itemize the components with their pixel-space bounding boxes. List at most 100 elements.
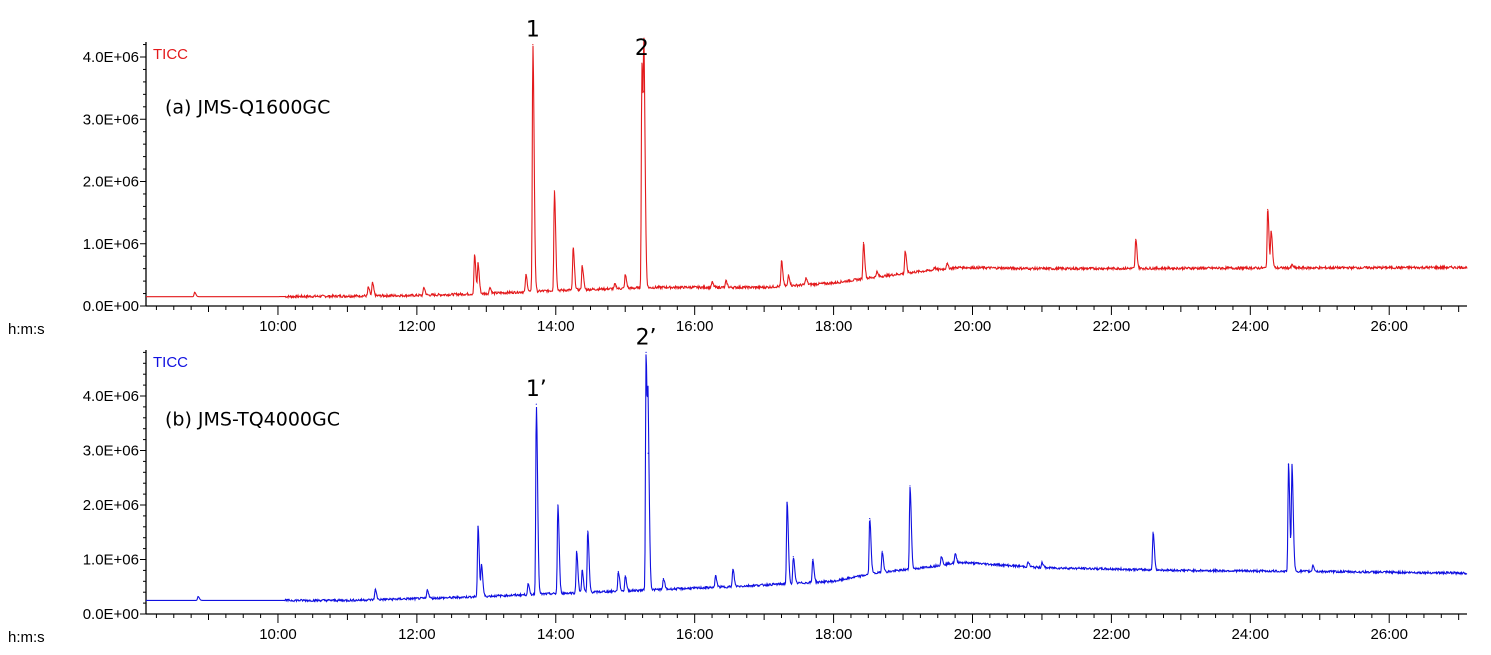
x-tick-label: 20:00 <box>954 626 992 643</box>
peak-apex <box>477 263 479 265</box>
peak-apex <box>581 264 583 267</box>
peak-apex <box>787 274 790 276</box>
panel-title: (b) JMS-TQ4000GC <box>165 408 340 430</box>
y-tick-label: 2.0E+06 <box>83 174 139 191</box>
peak-apex <box>792 556 794 558</box>
peak-apex <box>614 283 616 285</box>
peak-apex <box>617 570 619 573</box>
peak-apex <box>553 190 555 192</box>
peak-annotation: 1 <box>526 18 540 43</box>
x-tick-label: 14:00 <box>537 318 575 335</box>
x-tick-label: 12:00 <box>398 318 436 335</box>
peak-apex <box>1152 531 1154 533</box>
x-axis-label: h:m:s <box>8 629 45 646</box>
peak-apex <box>1291 264 1293 266</box>
x-tick-label: 18:00 <box>815 626 853 643</box>
peak-apex <box>946 263 948 265</box>
peak-apex <box>1270 230 1272 232</box>
x-tick-label: 22:00 <box>1093 626 1131 643</box>
y-tick-label: 2.0E+06 <box>83 497 139 514</box>
y-tick-label: 0.0E+00 <box>83 298 139 315</box>
x-tick-label: 24:00 <box>1232 318 1270 335</box>
x-tick-label: 18:00 <box>815 318 853 335</box>
x-axis-label: h:m:s <box>8 321 45 338</box>
peak-annotation: 1’ <box>526 377 547 402</box>
x-tick-label: 14:00 <box>537 626 575 643</box>
peak-apex <box>576 550 578 552</box>
peak-apex <box>881 550 883 552</box>
peak-apex <box>535 403 537 405</box>
y-tick-label: 3.0E+06 <box>83 111 139 128</box>
peak-apex <box>1287 463 1290 465</box>
peak-apex <box>862 241 865 244</box>
peak-apex <box>624 575 626 577</box>
peak-apex <box>480 564 483 566</box>
peak-apex <box>869 518 871 520</box>
peak-apex <box>624 274 626 276</box>
peak-apex <box>643 90 645 92</box>
peak-apex <box>489 286 491 288</box>
peak-annotation: 2’ <box>636 325 657 350</box>
peak-apex <box>525 274 527 276</box>
peak-apex <box>714 575 717 577</box>
peak-apex <box>711 281 713 283</box>
peak-apex <box>527 583 529 585</box>
peak-apex <box>641 62 643 64</box>
y-tick-label: 1.0E+06 <box>83 236 139 253</box>
x-tick-label: 26:00 <box>1370 626 1408 643</box>
peak-apex <box>194 291 196 293</box>
x-tick-label: 20:00 <box>954 318 992 335</box>
peak-apex <box>374 588 376 591</box>
peak-apex <box>581 569 583 572</box>
peak-apex <box>933 266 935 269</box>
y-tick-label: 3.0E+06 <box>83 443 139 460</box>
peak-apex <box>532 43 534 46</box>
chart-panel-a: 0.0E+00 1.0E+06 2.0E+06 3.0E+06 4.0E+06 10:00… <box>8 18 1468 338</box>
peak-apex <box>1135 238 1137 240</box>
trace-label: TICC <box>153 354 188 371</box>
peak-apex <box>662 577 665 580</box>
peak-apex <box>1041 561 1043 563</box>
peak-apex <box>1291 466 1293 468</box>
x-tick-label: 26:00 <box>1370 318 1408 335</box>
peak-apex <box>1027 561 1029 563</box>
peak-apex <box>371 282 374 284</box>
peak-apex <box>367 286 369 288</box>
x-tick-label: 24:00 <box>1232 626 1270 643</box>
x-tick-label: 10:00 <box>259 626 297 643</box>
peak-apex <box>954 553 956 555</box>
peak-apex <box>780 260 783 262</box>
peak-apex <box>647 452 649 454</box>
panel-title: (a) JMS-Q1600GC <box>165 96 330 118</box>
y-tick-label: 0.0E+00 <box>83 606 139 623</box>
peak-apex <box>1267 208 1269 211</box>
trace-label: TICC <box>153 46 188 63</box>
peak-apex <box>587 530 589 532</box>
peak-apex <box>1312 564 1314 566</box>
y-tick-label: 4.0E+06 <box>83 49 139 66</box>
y-tick-label: 4.0E+06 <box>83 388 139 405</box>
tic-trace <box>146 354 1468 603</box>
peak-apex <box>812 558 814 561</box>
peak-apex <box>197 595 199 598</box>
peak-apex <box>557 504 559 506</box>
peak-apex <box>423 286 425 288</box>
peak-apex <box>732 568 734 570</box>
peak-apex <box>940 556 942 558</box>
chart-panel-b: 0.0E+00 1.0E+06 2.0E+06 3.0E+06 4.0E+06 10:00… <box>8 325 1468 646</box>
peak-apex <box>805 277 807 279</box>
x-tick-label: 10:00 <box>259 318 297 335</box>
x-tick-label: 16:00 <box>676 318 714 335</box>
peak-apex <box>645 351 647 353</box>
y-tick-label: 1.0E+06 <box>83 552 139 569</box>
peak-apex <box>426 588 428 591</box>
peak-apex <box>786 501 788 503</box>
peak-apex <box>725 280 727 282</box>
peak-apex <box>904 250 906 252</box>
tic-trace <box>146 37 1468 300</box>
peak-apex <box>876 271 878 273</box>
peak-annotation: 2 <box>635 36 649 61</box>
peak-apex <box>572 247 574 249</box>
peak-apex <box>473 254 476 256</box>
